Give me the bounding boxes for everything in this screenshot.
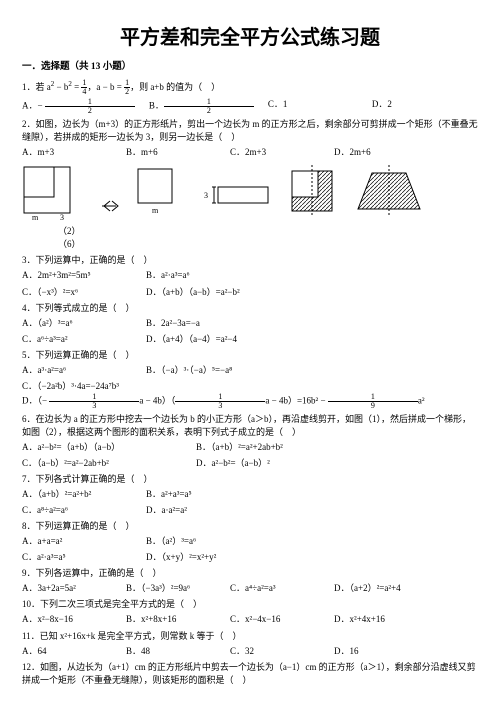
q1-opts: A．− 12 B．12 C．1 D．2 [22, 98, 478, 115]
svg-text:3: 3 [204, 191, 208, 200]
q7-D: D．a·a²=a² [146, 504, 256, 517]
q12-stem: 12．如图，从边长为（a+1）cm 的正方形纸片中剪去一个边长为（a−1）cm … [22, 661, 478, 687]
fig-captions: （2） （6） [58, 225, 478, 251]
q11-opts: A．64 B．48 C．32 D．16 [22, 645, 478, 658]
cap6: （6） [58, 238, 148, 251]
q2-A: A．m+3 [22, 146, 112, 159]
fig-square-small: m [134, 165, 192, 221]
q4-opts2: C．a⁶÷a³=a² D．（a+4）（a−4）=a²−4 [22, 333, 478, 346]
q5-opts2: C．（−2a²b）³·4a=−24a⁷b³ D．（− 13a − 4b）（13a… [22, 380, 478, 410]
q3-D: D．（a+b）（a−b）=a²−b² [146, 286, 256, 299]
q5-opts: A．a³·a²=a⁶ B．（−a）³·（−a）⁵=−a⁸ [22, 364, 478, 377]
q4-A: A．（a²）³=a⁶ [22, 317, 132, 330]
q4-D: D．（a+4）（a−4）=a²−4 [146, 333, 256, 346]
q10-stem: 10．下列二次三项式是完全平方式的是（ ） [22, 598, 478, 611]
q10-opts: A．x²−8x−16 B．x²+8x+16 C．x²−4x−16 D．x²+4x… [22, 613, 478, 626]
q8-C: C．a²·a³=a⁵ [22, 551, 132, 564]
q11-stem: 11．已知 x²+16x+k 是完全平方式，则常数 k 等于（ ） [22, 630, 478, 643]
svg-text:m: m [32, 213, 39, 221]
q8-opts: A．a+a=a² B．（a²）³=a⁶ [22, 535, 478, 548]
q8-A: A．a+a=a² [22, 535, 132, 548]
q10-B: B．x²+8x+16 [126, 613, 216, 626]
q8-stem: 8．下列运算正确的是（ ） [22, 520, 478, 533]
q7-opts2: C．a⁸÷a²=a⁶ D．a·a²=a² [22, 504, 478, 517]
fig-hatched-square [286, 165, 342, 221]
q2-D: D．2m+6 [334, 146, 424, 159]
q7-B: B．a²+a³=a⁵ [146, 488, 256, 501]
q7-C: C．a⁸÷a²=a⁶ [22, 504, 132, 517]
q1-C: C．1 [268, 98, 358, 115]
q6-D: D．a²−b²=（a−b）² [196, 457, 306, 470]
q6-stem: 6．在边长为 a 的正方形中挖去一个边长为 b 的小正方形（a＞b），再沿虚线剪… [22, 413, 478, 439]
q5-D: D．（− 13a − 4b）（13a − 4b）=16b² − 19a² [22, 393, 425, 410]
q1-D: D．2 [372, 98, 462, 115]
q4-C: C．a⁶÷a³=a² [22, 333, 132, 346]
q10-C: C．x²−4x−16 [230, 613, 320, 626]
q5-A: A．a³·a²=a⁶ [22, 364, 132, 377]
q2-opts: A．m+3 B．m+6 C．2m+3 D．2m+6 [22, 146, 478, 159]
cap2: （2） [58, 225, 148, 238]
q3-stem: 3．下列运算中，正确的是（ ） [22, 254, 478, 267]
q1-A: A．− 12 [22, 98, 135, 115]
q2-C: C．2m+3 [230, 146, 320, 159]
q9-B: B．（−3a³）²=9a⁶ [126, 582, 216, 595]
fig-trapezoid [354, 165, 424, 221]
svg-text:m: m [152, 206, 159, 215]
q11-A: A．64 [22, 645, 112, 658]
q3-C: C．（−x³）²=x⁶ [22, 286, 132, 299]
q9-A: A．3a+2a=5a² [22, 582, 112, 595]
q5-stem: 5．下列运算正确的是（ ） [22, 349, 478, 362]
q9-opts: A．3a+2a=5a² B．（−3a³）²=9a⁶ C．a⁴÷a²=a³ D．（… [22, 582, 478, 595]
q3-opts: A．2m²+3m²=5m⁵ B．a²·a³=a⁶ [22, 269, 478, 282]
q6-opts2: C．（a−b）²=a²−2ab+b² D．a²−b²=（a−b）² [22, 457, 478, 470]
q9-stem: 9．下列各运算中，正确的是（ ） [22, 567, 478, 580]
arrow-icon [100, 191, 122, 221]
q2-B: B．m+6 [126, 146, 216, 159]
q2-stem: 2．如图，边长为（m+3）的正方形纸片，剪出一个边长为 m 的正方形之后，剩余部… [22, 118, 478, 144]
q8-opts2: C．a²·a³=a⁵ D．（x+y）²=x²+y² [22, 551, 478, 564]
q3-A: A．2m²+3m²=5m⁵ [22, 269, 132, 282]
q6-A: A．a²−b²=（a+b）（a−b） [22, 441, 182, 454]
q10-A: A．x²−8x−16 [22, 613, 112, 626]
q5-B: B．（−a）³·（−a）⁵=−a⁸ [146, 364, 256, 377]
q7-stem: 7．下列各式计算正确的是（ ） [22, 473, 478, 486]
section-heading: 一．选择题（共 13 小题） [22, 61, 478, 75]
q4-stem: 4．下列等式成立的是（ ） [22, 302, 478, 315]
q3-opts2: C．（−x³）²=x⁶ D．（a+b）（a−b）=a²−b² [22, 286, 478, 299]
q5-C: C．（−2a²b）³·4a=−24a⁷b³ [22, 380, 182, 393]
q9-D: D．（a+2）²=a²+4 [334, 582, 424, 595]
q1-stem: 1．若 a2 − b2 = 14，a − b = 12，则 a+b 的值为（ ） [22, 79, 478, 96]
q7-A: A．（a+b）²=a²+b² [22, 488, 132, 501]
q8-D: D．（x+y）²=x²+y² [146, 551, 256, 564]
q10-D: D．x²+4x+16 [334, 613, 424, 626]
svg-text:3: 3 [60, 213, 64, 221]
q1-B: B．12 [149, 98, 254, 115]
q9-C: C．a⁴÷a²=a³ [230, 582, 320, 595]
q6-C: C．（a−b）²=a²−2ab+b² [22, 457, 182, 470]
q6-B: B．（a+b）²=a²+2ab+b² [196, 441, 306, 454]
q6-opts: A．a²−b²=（a+b）（a−b） B．（a+b）²=a²+2ab+b² [22, 441, 478, 454]
q4-B: B．2a²−3a=−a [146, 317, 256, 330]
q8-B: B．（a²）³=a⁶ [146, 535, 256, 548]
q11-B: B．48 [126, 645, 216, 658]
q11-C: C．32 [230, 645, 320, 658]
q3-B: B．a²·a³=a⁶ [146, 269, 256, 282]
q11-D: D．16 [334, 645, 424, 658]
q2-figures: m 3 m 3 [22, 165, 478, 221]
q4-opts: A．（a²）³=a⁶ B．2a²−3a=−a [22, 317, 478, 330]
q7-opts: A．（a+b）²=a²+b² B．a²+a³=a⁵ [22, 488, 478, 501]
page-title: 平方差和完全平方公式练习题 [22, 24, 478, 53]
fig-rect: 3 [204, 165, 274, 221]
fig-square-big: m 3 [22, 165, 88, 221]
